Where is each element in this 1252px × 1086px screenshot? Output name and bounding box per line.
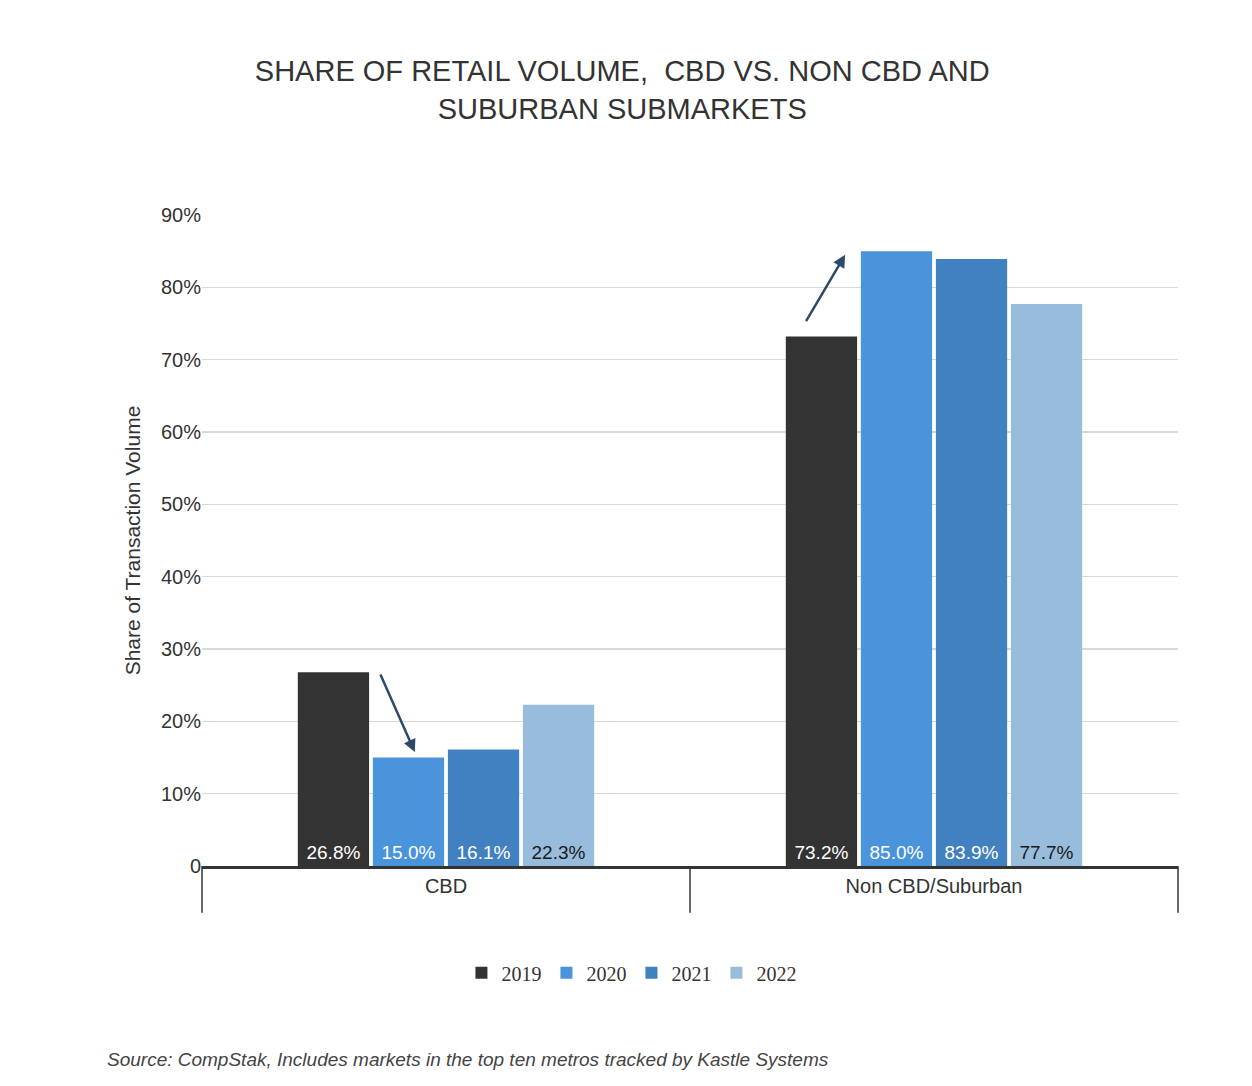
svg-text:80%: 80% xyxy=(161,276,201,298)
svg-text:Share of Transaction Volume: Share of Transaction Volume xyxy=(121,406,144,676)
svg-text:SHARE OF RETAIL VOLUME, CBD V: SHARE OF RETAIL VOLUME, CBD VS. NON CBD … xyxy=(255,55,990,125)
svg-text:60%: 60% xyxy=(161,421,201,443)
svg-text:22.3%: 22.3% xyxy=(532,842,586,863)
svg-text:16.1%: 16.1% xyxy=(457,842,511,863)
svg-text:83.9%: 83.9% xyxy=(945,842,999,863)
svg-text:Non CBD/Suburban: Non CBD/Suburban xyxy=(846,875,1023,897)
svg-text:30%: 30% xyxy=(161,638,201,660)
svg-text:40%: 40% xyxy=(161,566,201,588)
svg-text:15.0%: 15.0% xyxy=(381,842,435,863)
svg-text:CBD: CBD xyxy=(425,875,467,897)
svg-text:Source: CompStak, Includes mar: Source: CompStak, Includes markets in th… xyxy=(107,1049,829,1070)
svg-text:2021: 2021 xyxy=(671,963,711,985)
svg-text:2019: 2019 xyxy=(501,963,541,985)
svg-text:10%: 10% xyxy=(161,783,201,805)
svg-text:2020: 2020 xyxy=(586,963,626,985)
svg-text:73.2%: 73.2% xyxy=(794,842,848,863)
svg-text:26.8%: 26.8% xyxy=(306,842,360,863)
svg-text:50%: 50% xyxy=(161,493,201,515)
svg-text:70%: 70% xyxy=(161,349,201,371)
svg-text:90%: 90% xyxy=(161,204,201,226)
svg-text:20%: 20% xyxy=(161,710,201,732)
svg-text:2022: 2022 xyxy=(756,963,796,985)
svg-text:85.0%: 85.0% xyxy=(869,842,923,863)
svg-text:0: 0 xyxy=(190,855,201,877)
svg-text:77.7%: 77.7% xyxy=(1020,842,1074,863)
